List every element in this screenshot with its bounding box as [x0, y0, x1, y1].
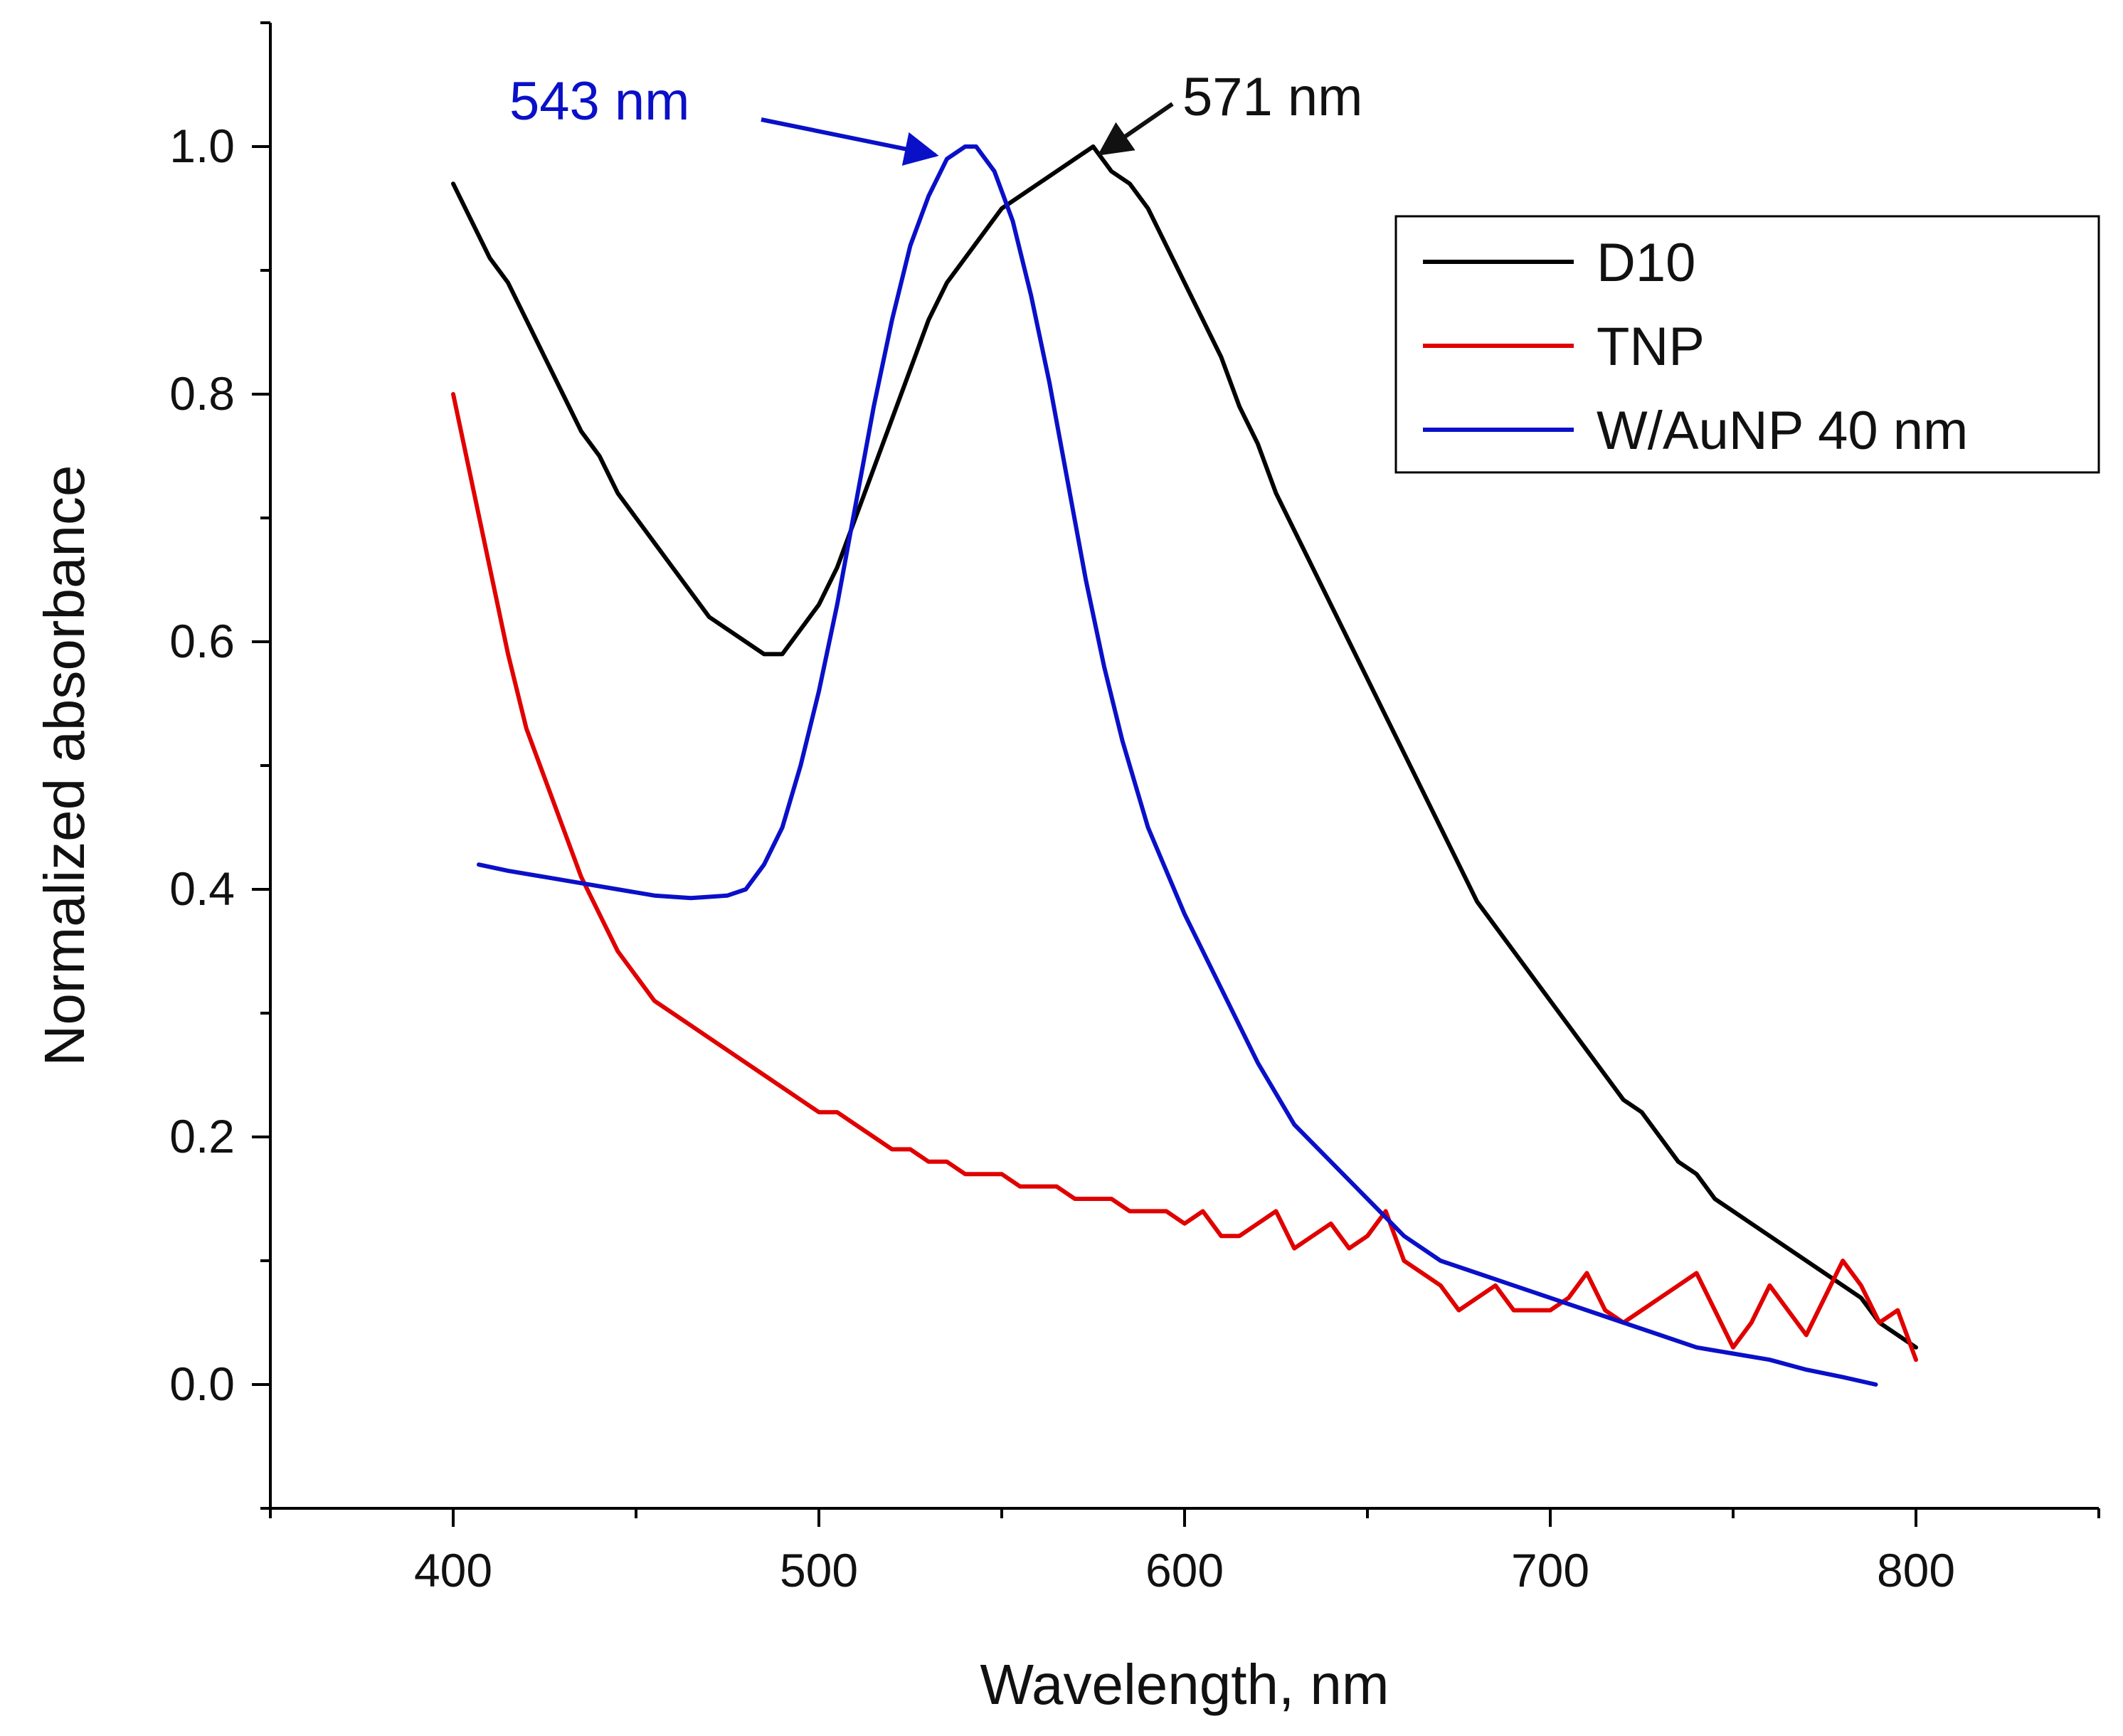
peak-543-label: 543 nm [509, 71, 690, 132]
y-tick-label: 0.2 [169, 1110, 235, 1163]
legend-label-waunp: W/AuNP 40 nm [1597, 401, 1968, 461]
series-line-d10 [451, 144, 1918, 1350]
peak-annotations: 543 nm 571 nm [509, 67, 1363, 166]
y-axis-title: Normalized absorbance [33, 465, 96, 1067]
x-tick-label: 600 [1145, 1544, 1224, 1597]
series-lines [451, 144, 1918, 1387]
x-tick-label: 800 [1877, 1544, 1955, 1597]
series-line-tnp [451, 392, 1918, 1362]
legend-label-d10: D10 [1597, 233, 1695, 293]
y-tick-label: 0.4 [169, 862, 235, 915]
legend-label-tnp: TNP [1597, 317, 1705, 377]
y-tick-label: 1.0 [169, 120, 235, 172]
x-axis-title: Wavelength, nm [980, 1653, 1389, 1716]
peak-571-arrow [1097, 102, 1174, 156]
y-tick-label: 0.6 [169, 615, 235, 667]
peak-543-arrow [761, 117, 939, 166]
peak-571-label: 571 nm [1182, 67, 1363, 127]
axis-ticks: 400 500 600 700 800 0.0 0.2 0.4 0.6 0.8 1.0 [169, 21, 2100, 1597]
series-line-w-aunp-40-nm [477, 144, 1878, 1387]
x-tick-label: 700 [1511, 1544, 1589, 1597]
y-tick-label: 0.8 [169, 367, 235, 420]
x-tick-label: 500 [780, 1544, 858, 1597]
legend: D10 TNP W/AuNP 40 nm [1394, 215, 2100, 474]
x-tick-label: 400 [414, 1544, 492, 1597]
y-tick-label: 0.0 [169, 1357, 235, 1410]
